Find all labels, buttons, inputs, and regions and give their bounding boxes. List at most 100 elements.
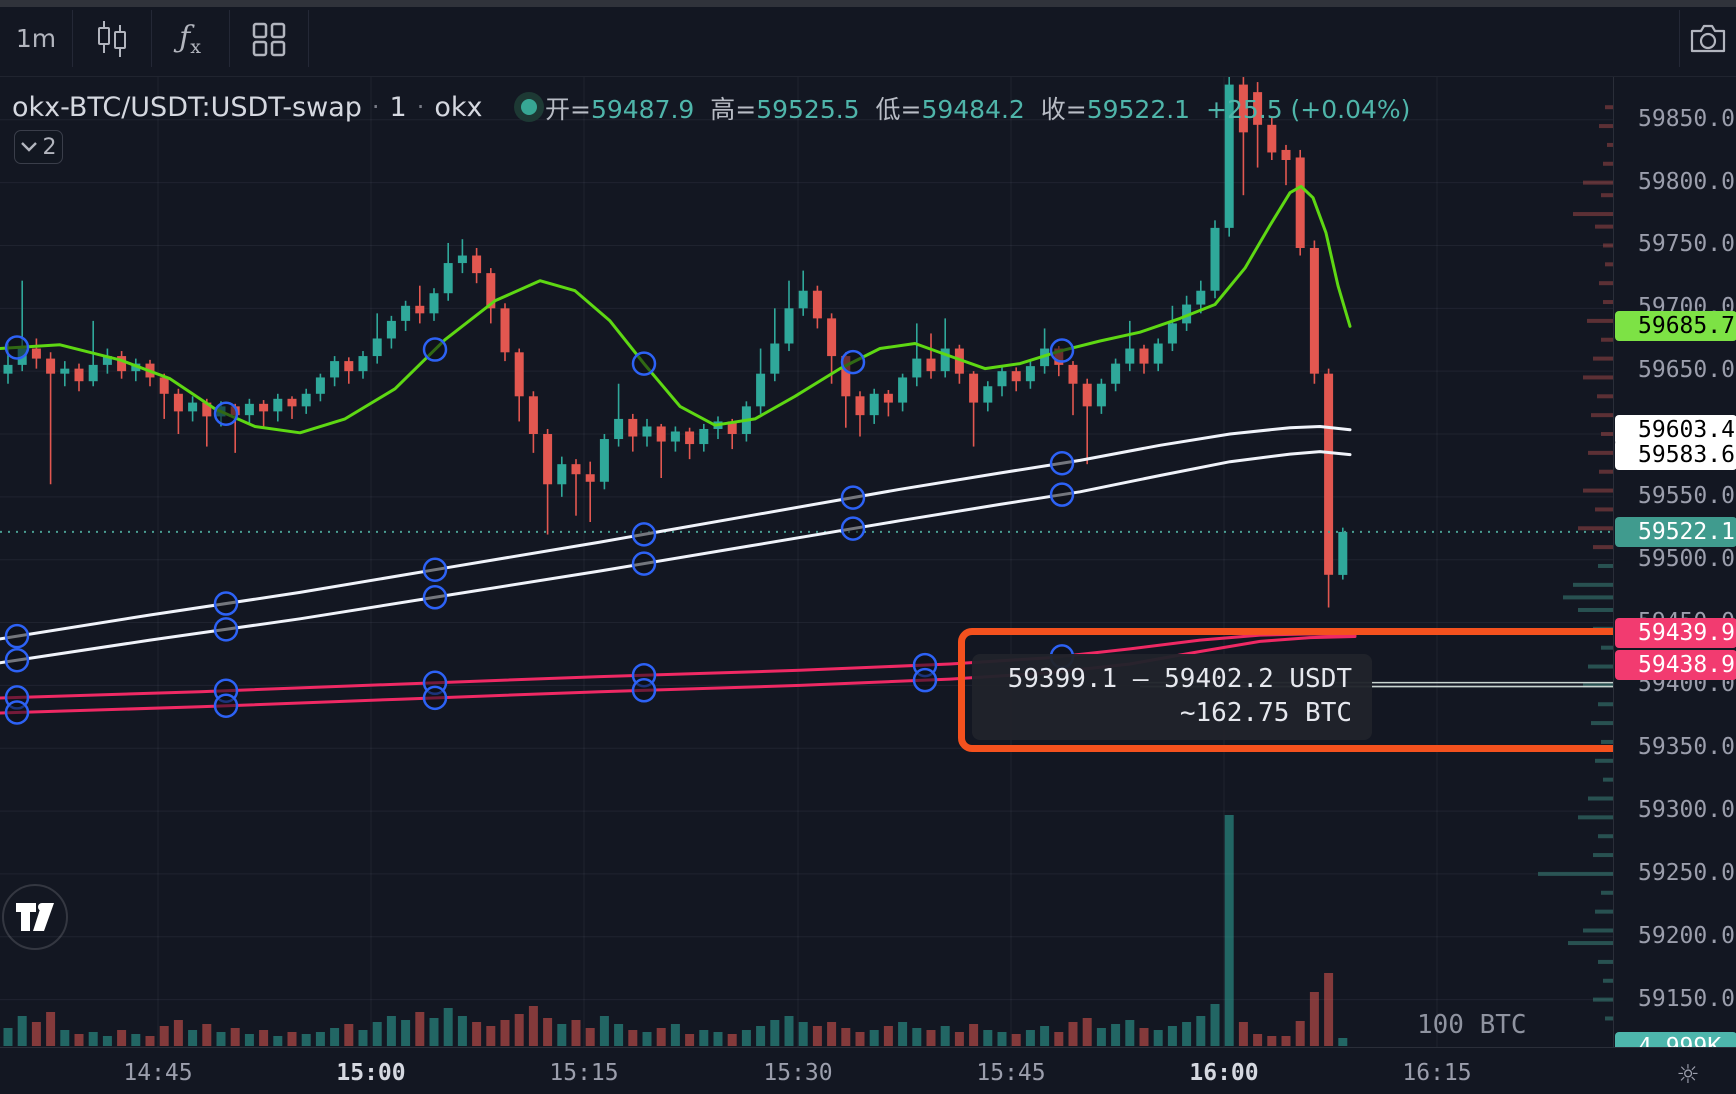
ma-fast-green-handle[interactable] [4,335,30,360]
time-tick: 15:15 [549,1060,619,1086]
volume-bar [230,1028,240,1046]
candle [1295,157,1305,248]
candle [273,398,283,412]
ma-fast-green-handle[interactable] [631,351,657,376]
tv-mark-icon [16,903,54,931]
ma-fast-green-handle[interactable] [1049,338,1075,363]
candle [599,439,609,482]
volume-bar [883,1026,893,1046]
volume-bar [1068,1022,1078,1046]
interval-button[interactable]: 1m [0,0,72,77]
volume-bar [117,1030,127,1046]
ma-slow-pink-lower-handle[interactable] [631,678,657,703]
candle [1338,531,1348,575]
ma-slow-pink-lower-handle[interactable] [422,685,448,711]
ma-fast-green-handle[interactable] [840,349,866,375]
ma-mid-white-lower-handle[interactable] [631,551,657,576]
time-tick: 15:30 [763,1060,833,1086]
layout-grid-button[interactable] [229,0,308,77]
candle [670,431,680,442]
ma-fast-green-handle[interactable] [213,401,239,426]
price-tick: 59200.0 [1638,922,1735,949]
volume-bar [344,1024,354,1046]
ma-mid-white-upper-handle[interactable] [1049,450,1075,476]
candle [188,402,198,412]
candle [642,426,652,437]
candle [401,305,411,321]
toolbar-divider [151,10,152,67]
candle [117,356,127,372]
ma-mid-white-lower-handle[interactable] [840,516,866,541]
volume-bar [1096,1028,1106,1046]
candle [500,308,510,353]
brightness-toggle-icon[interactable]: ☼ [1676,1060,1700,1090]
ma-mid-white-upper-handle[interactable] [840,485,866,510]
candle [756,373,766,407]
screenshot-button[interactable] [1680,0,1736,77]
measure-tooltip: 59399.1 — 59402.2 USDT ~162.75 BTC [972,654,1372,740]
symbol-title: okx-BTC/USDT:USDT-swap [12,91,362,123]
volume-bar [1011,1034,1021,1046]
tradingview-logo[interactable] [2,884,68,950]
volume-bar [1025,1030,1035,1046]
volume-bar [685,1034,695,1046]
ma-mid-white-upper-handle[interactable] [213,591,239,616]
ma-mid-white-lower-handle[interactable] [213,617,239,642]
ma-mid-white-upper-handle[interactable] [631,522,657,547]
indicators-collapse-pill[interactable]: 2 [14,130,63,164]
ma-mid-white-upper-handle[interactable] [422,557,448,583]
ma-slow-pink-lower-handle[interactable] [213,693,239,719]
candle [173,393,183,412]
candle [486,273,496,309]
volume-bar [898,1022,908,1046]
candle [585,474,595,482]
volume-bar [131,1034,141,1046]
candle [386,320,396,339]
volume-bar [869,1030,879,1046]
symbol-header[interactable]: okx-BTC/USDT:USDT-swap · 1 · okx [12,87,549,127]
ma-slow-pink-lower-handle[interactable] [912,667,938,693]
candle [727,421,737,435]
toolbar-divider [308,10,309,67]
window-edge [0,0,1736,7]
indicators-button[interactable]: ƒx [151,0,229,77]
candle [954,348,964,374]
grid-layout-icon [251,21,287,57]
ma-mid-white-lower-handle[interactable] [422,585,448,610]
time-axis[interactable]: 14:45 15:00 15:15 15:30 15:45 16:00 16:15 [0,1047,1736,1094]
ma-fast-green-handle[interactable] [422,337,448,362]
candle [301,393,311,407]
volume-bar [528,1006,538,1046]
price-axis[interactable]: 59850.059800.059750.059700.059650.059600… [1613,77,1736,1062]
candle [1196,290,1206,305]
chart-style-button[interactable] [72,0,151,77]
candle [784,308,794,344]
volume-bar [273,1036,283,1046]
ma-mid-white-lower-handle[interactable] [4,647,30,673]
price-tick: 59500.0 [1638,545,1735,572]
volume-bar [1167,1026,1177,1046]
candle [557,464,567,485]
volume-bar [741,1030,751,1046]
candle [827,318,837,357]
candle [1253,92,1263,125]
fx-function-icon: ƒx [179,19,201,58]
price-tick: 59850.0 [1638,105,1735,132]
candle [259,403,269,412]
volume-bar [812,1026,822,1046]
price-label-ma-pink-1: 59439.9 [1615,618,1736,649]
volume-bar [1125,1020,1135,1046]
toolbar-divider [229,10,230,67]
volume-bar [1111,1024,1121,1046]
price-label-ma-green: 59685.7 [1615,311,1736,342]
ma-slow-pink-lower-handle[interactable] [4,700,30,725]
volume-bar [46,1012,56,1046]
candle [855,396,865,416]
ma-mid-white-upper-handle[interactable] [4,623,30,649]
ma-mid-white-lower-handle[interactable] [1049,482,1075,507]
volume-bar [1281,1036,1291,1046]
volume-bar [770,1020,780,1046]
volume-bar [202,1024,212,1046]
volume-bar [315,1032,325,1046]
